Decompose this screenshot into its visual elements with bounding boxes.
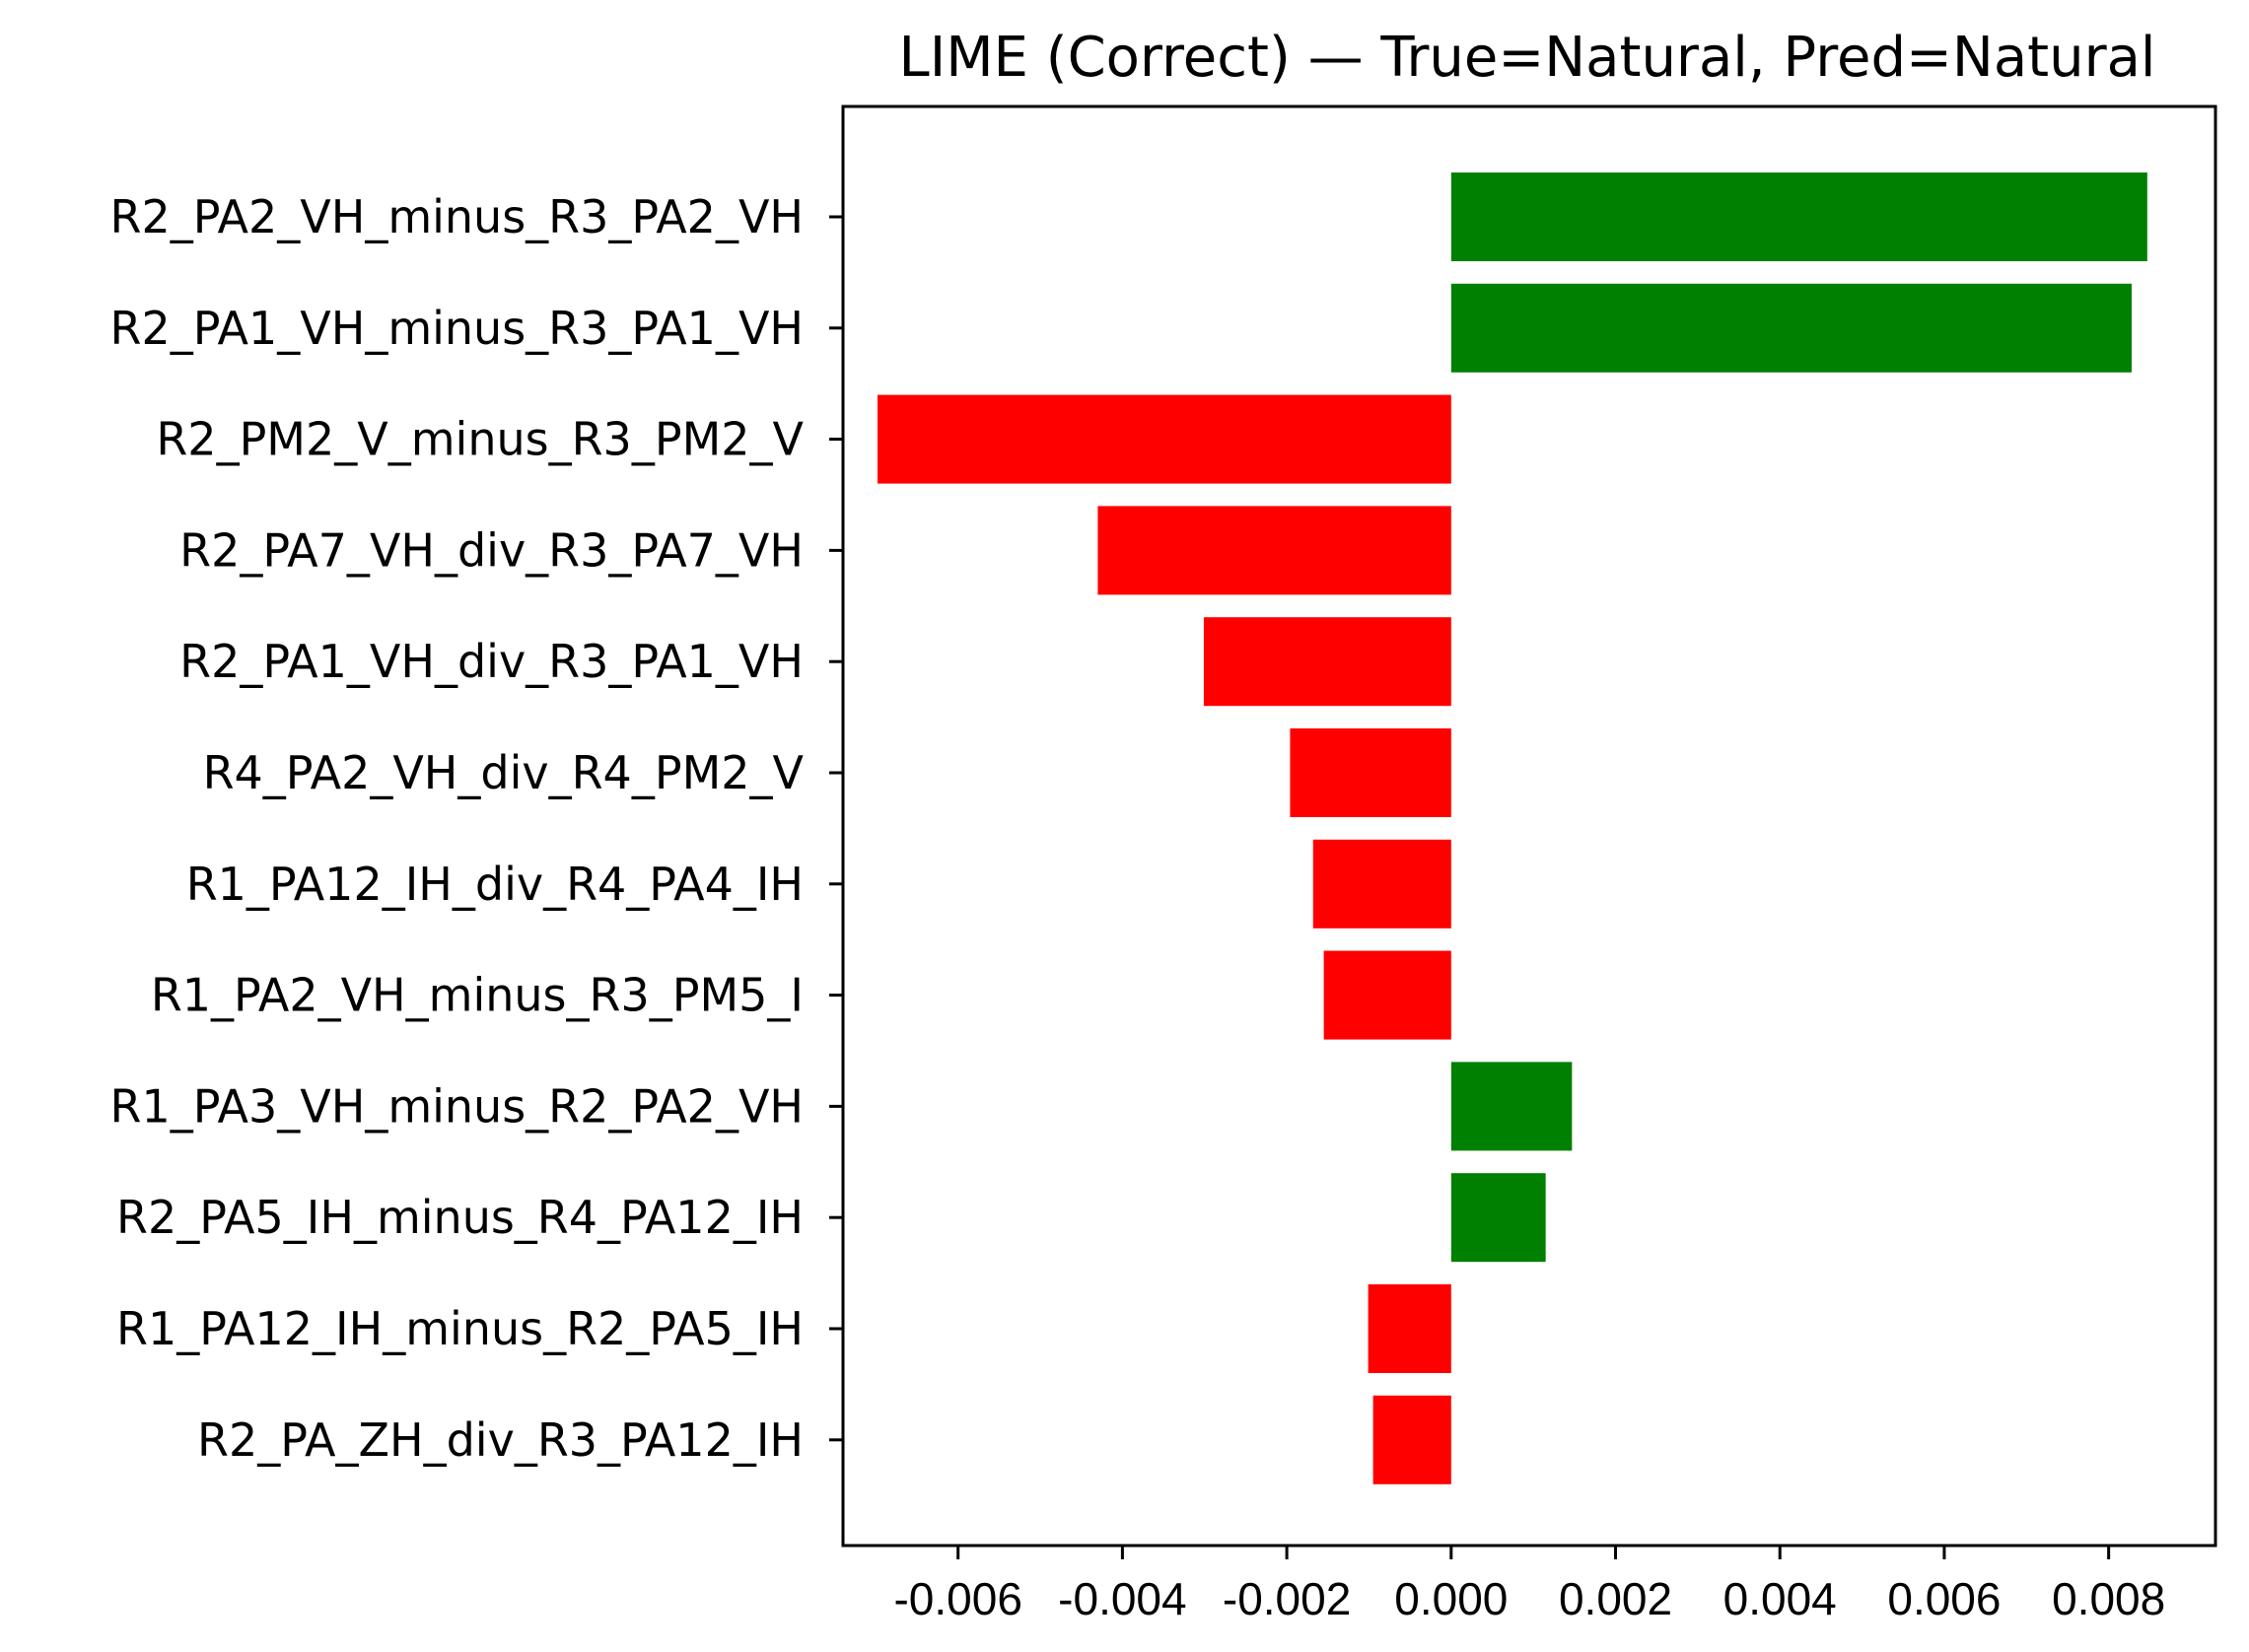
- y-tick-label: R2_PA_ZH_div_R3_PA12_IH: [197, 1413, 804, 1467]
- y-tick-label: R4_PA2_VH_div_R4_PM2_V: [203, 746, 805, 799]
- y-tick-label: R2_PA5_IH_minus_R4_PA12_IH: [116, 1191, 804, 1244]
- plot-frame: [841, 104, 2217, 1548]
- bar-3: [878, 394, 1451, 484]
- x-tick-label: 0.004: [1723, 1573, 1837, 1624]
- y-tick-label: R2_PM2_V_minus_R3_PM2_V: [156, 413, 804, 466]
- y-tick-label: R1_PA12_IH_minus_R2_PA5_IH: [116, 1302, 804, 1355]
- x-tick-label: -0.006: [893, 1573, 1021, 1624]
- bar-11: [1368, 1284, 1451, 1373]
- bar-7: [1312, 839, 1451, 929]
- y-tick-label: R2_PA1_VH_div_R3_PA1_VH: [179, 635, 804, 688]
- bar-8: [1323, 950, 1451, 1040]
- bar-4: [1097, 506, 1451, 595]
- x-tick-label: 0.002: [1559, 1573, 1672, 1624]
- bar-1: [1450, 172, 2147, 261]
- x-axis: -0.006 -0.004 -0.002 0.000 0.002 0.004 0.006 0.…: [893, 1546, 2165, 1624]
- bar-9: [1450, 1062, 1573, 1151]
- y-tick-labels: R2_PA2_VH_minus_R3_PA2_VH R2_PA1_VH_minus…: [110, 190, 843, 1467]
- y-tick-label: R1_PA2_VH_minus_R3_PM5_I: [151, 969, 804, 1022]
- x-tick-label: 0.008: [2052, 1573, 2165, 1624]
- y-tick-label: R2_PA7_VH_div_R3_PA7_VH: [179, 523, 804, 577]
- bar-2: [1450, 283, 2132, 373]
- y-tick-label: R1_PA12_IH_div_R4_PA4_IH: [186, 858, 804, 911]
- bars-layer: [878, 172, 2147, 1484]
- x-tick-label: -0.002: [1223, 1573, 1351, 1624]
- bar-5: [1203, 617, 1451, 707]
- bar-10: [1450, 1173, 1546, 1263]
- y-tick-label: R2_PA1_VH_minus_R3_PA1_VH: [110, 302, 805, 355]
- y-tick-label: R2_PA2_VH_minus_R3_PA2_VH: [110, 190, 805, 243]
- y-tick-label: R1_PA3_VH_minus_R2_PA2_VH: [110, 1079, 805, 1133]
- x-tick-label: -0.004: [1058, 1573, 1186, 1624]
- bar-6: [1290, 728, 1451, 817]
- chart-title: LIME (Correct) — True=Natural, Pred=Natu…: [899, 26, 2156, 90]
- bar-12: [1372, 1395, 1451, 1484]
- x-tick-label: 0.006: [1887, 1573, 2001, 1624]
- x-tick-label: 0.000: [1394, 1573, 1508, 1624]
